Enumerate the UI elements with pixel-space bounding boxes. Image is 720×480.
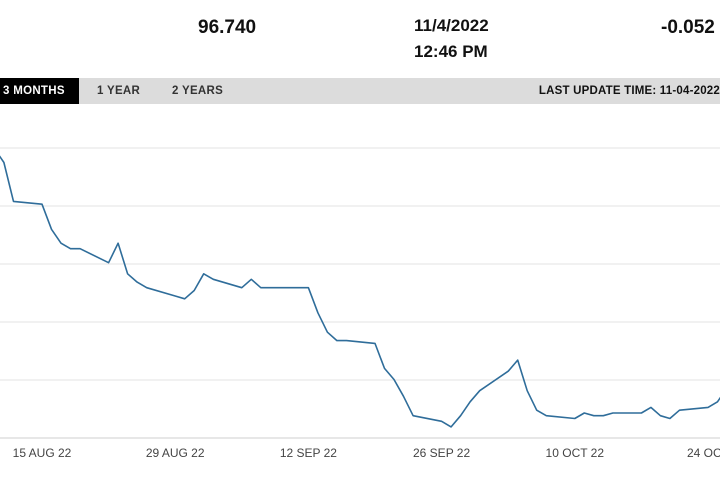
quote-time: 12:46 PM xyxy=(414,42,488,61)
tab-3-months[interactable]: 3 MONTHS xyxy=(0,78,79,104)
tab-2-years[interactable]: 2 YEARS xyxy=(172,85,224,97)
x-tick-label: 10 OCT 22 xyxy=(546,446,605,460)
x-tick-label: 26 SEP 22 xyxy=(413,446,470,460)
x-axis: 15 AUG 22 29 AUG 22 12 SEP 22 26 SEP 22 10 O… xyxy=(13,446,720,460)
chart-grid xyxy=(0,147,720,439)
price-line-chart: 15 AUG 22 29 AUG 22 12 SEP 22 26 SEP 22 10 O… xyxy=(0,147,720,460)
quote-date: 11/4/2022 xyxy=(414,16,489,35)
range-tab-bar: 3 MONTHS 1 YEAR 2 YEARS LAST UPDATE TIME… xyxy=(0,78,720,104)
price-series-line xyxy=(0,155,720,428)
price-value: 96.740 xyxy=(198,17,257,38)
x-tick-label: 12 SEP 22 xyxy=(280,446,337,460)
price-change: -0.052 xyxy=(661,17,715,38)
last-update-time: LAST UPDATE TIME: 11-04-2022 xyxy=(538,85,720,97)
x-tick-label: 24 OCT xyxy=(687,446,720,460)
tab-1-year[interactable]: 1 YEAR xyxy=(97,85,141,97)
x-tick-label: 15 AUG 22 xyxy=(13,446,72,460)
quote-header: 96.740 11/4/2022 12:46 PM -0.052 xyxy=(0,0,720,77)
x-tick-label: 29 AUG 22 xyxy=(146,446,205,460)
